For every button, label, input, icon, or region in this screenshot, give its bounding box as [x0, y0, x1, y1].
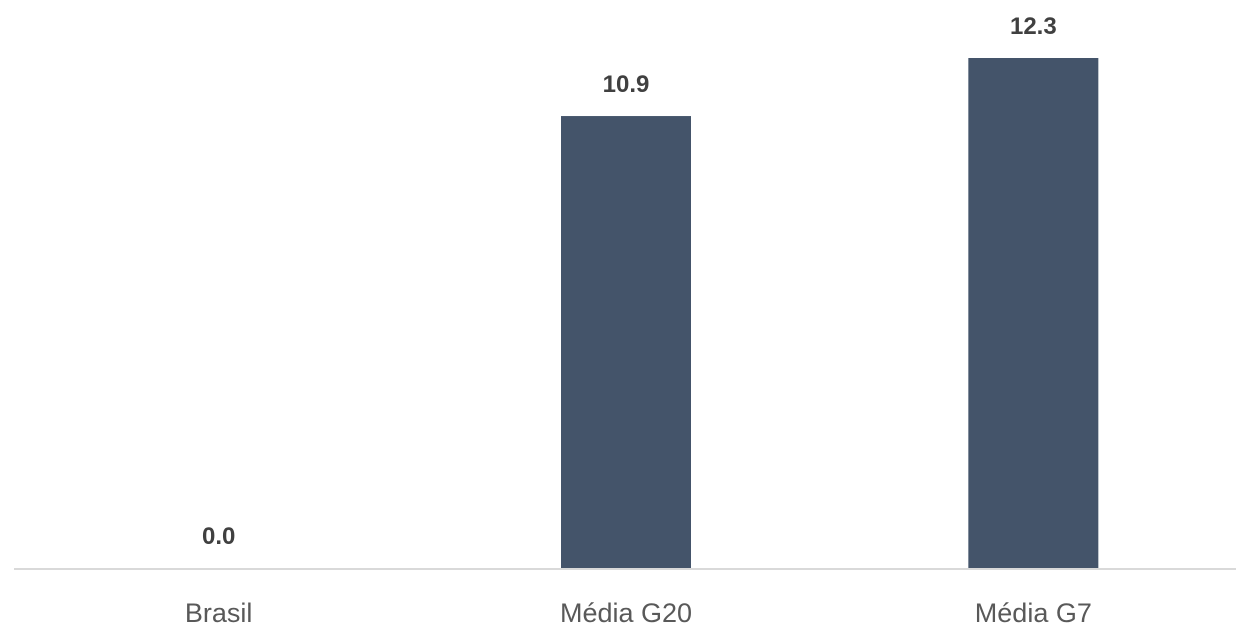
- data-labels-group: 0.0 10.9 12.3: [202, 13, 1057, 550]
- data-label-brasil: 0.0: [202, 523, 235, 550]
- data-label-media-g7: 12.3: [1010, 13, 1057, 40]
- category-label-media-g20: Média G20: [560, 598, 692, 628]
- bar-media-g20: [561, 116, 691, 569]
- category-label-brasil: Brasil: [185, 598, 253, 628]
- bars-group: [561, 58, 1099, 569]
- bar-media-g7: [968, 58, 1099, 568]
- data-label-media-g20: 10.9: [603, 71, 650, 98]
- category-labels-group: Brasil Média G20 Média G7: [185, 598, 1092, 628]
- category-label-media-g7: Média G7: [975, 598, 1092, 628]
